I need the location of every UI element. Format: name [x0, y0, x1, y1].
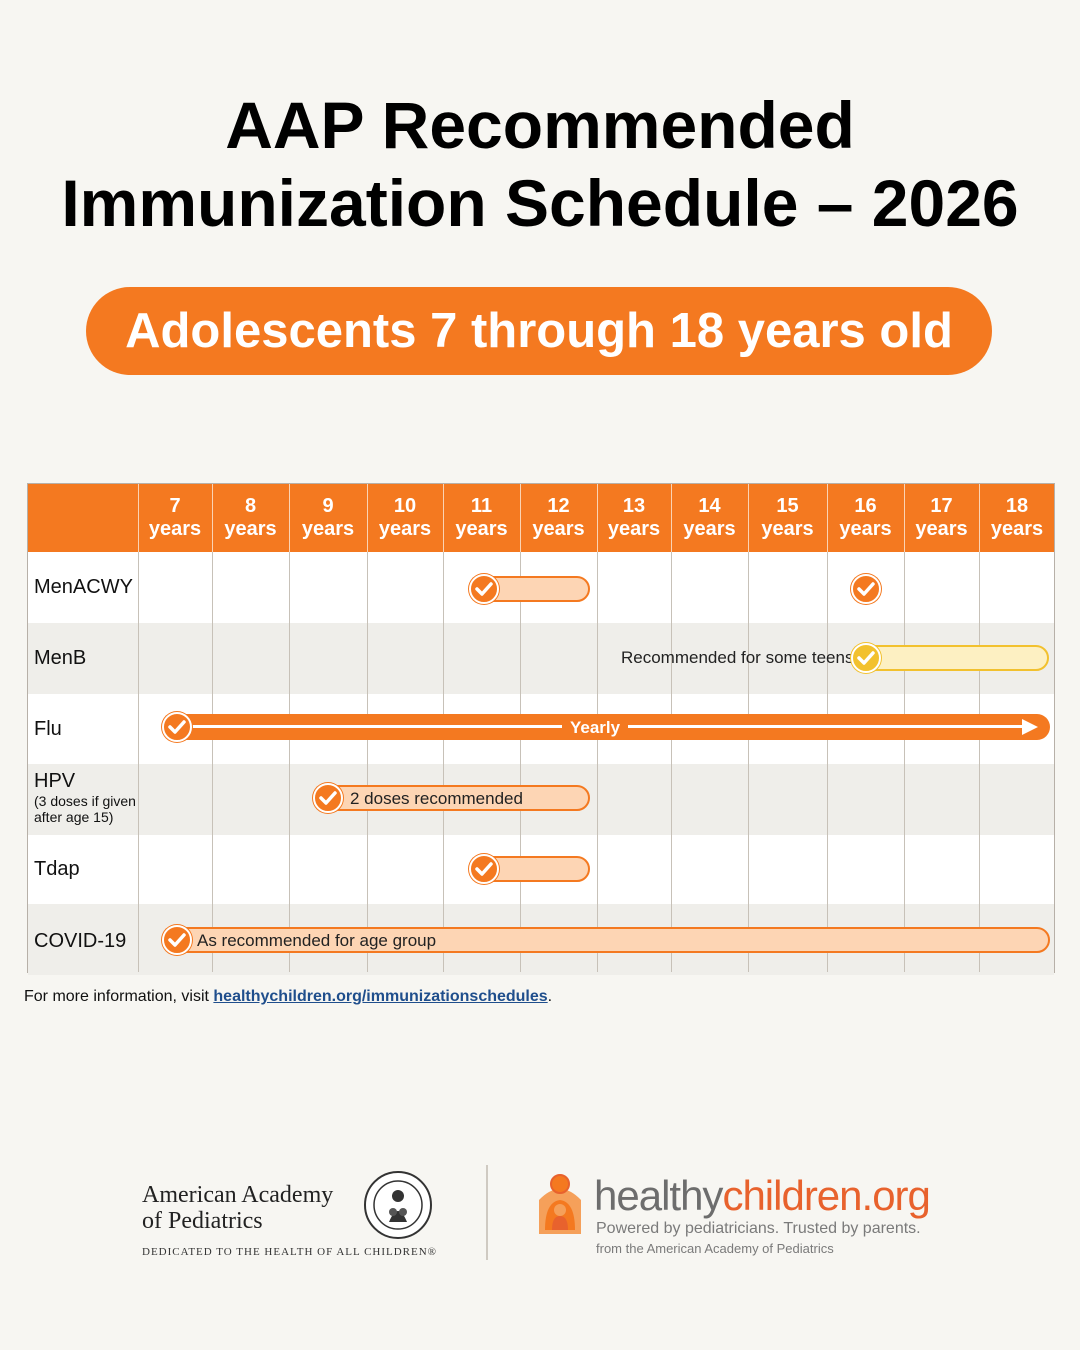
header-divider	[904, 484, 905, 552]
aap-name-line-1: American Academy	[142, 1182, 334, 1208]
healthychildren-family-icon	[539, 1174, 581, 1234]
check-icon	[313, 783, 343, 813]
age-unit: years	[915, 518, 968, 540]
title-line-2: Immunization Schedule – 2026	[61, 166, 1019, 240]
check-icon	[469, 574, 499, 604]
header-divider	[520, 484, 521, 552]
vaccine-label-flu: Flu	[34, 718, 62, 740]
vaccine-label-tdap: Tdap	[34, 858, 80, 880]
age-number: 10	[393, 495, 417, 517]
age-header-7: 7 years	[138, 484, 212, 552]
vaccine-label-hpv: HPV	[34, 770, 76, 792]
title-line-1: AAP Recommended	[225, 88, 855, 162]
header-divider	[367, 484, 368, 552]
header-divider	[597, 484, 598, 552]
info-prefix: For more information, visit	[24, 988, 214, 1005]
age-header-13: 13 years	[597, 484, 671, 552]
age-number: 15	[776, 495, 799, 517]
age-number: 8	[244, 495, 257, 517]
aap-tagline: DEDICATED TO THE HEALTH OF ALL CHILDREN®	[142, 1246, 438, 1258]
grid-line	[138, 484, 139, 972]
aap-name-line-2: of Pediatrics	[142, 1208, 263, 1234]
age-header: 7 years 8 years 9 years 10 years 11 years 12 y…	[28, 484, 1054, 552]
age-unit: years	[839, 518, 892, 540]
vaccine-label-menb: MenB	[34, 647, 87, 669]
page-title: AAP Recommended Immunization Schedule – …	[0, 86, 1080, 242]
age-number: 12	[547, 495, 570, 517]
age-number: 18	[1005, 495, 1029, 517]
schedule-table: 7 years 8 years 9 years 10 years 11 years 12 y…	[27, 483, 1055, 975]
age-unit: years	[148, 518, 202, 540]
logo-divider	[486, 1165, 488, 1260]
healthychildren-source: from the American Academy of Pediatrics	[596, 1241, 834, 1256]
age-group-banner: Adolescents 7 through 18 years old	[86, 287, 992, 375]
age-number: 13	[622, 495, 646, 517]
vaccine-label-menacwy: MenACWY	[34, 576, 133, 598]
age-header-16: 16 years	[827, 484, 904, 552]
logo-part-healthy: healthy	[594, 1172, 723, 1219]
healthychildren-tagline: Powered by pediatricians. Trusted by par…	[596, 1220, 921, 1237]
more-info-text: For more information, visit healthychild…	[24, 988, 552, 1006]
menb-range-bar	[852, 645, 1049, 671]
menb-note: Recommended for some teens	[621, 648, 854, 667]
age-number: 14	[698, 495, 721, 517]
age-header-15: 15 years	[748, 484, 827, 552]
age-header-18: 18 years	[979, 484, 1055, 552]
age-header-11: 11 years	[443, 484, 520, 552]
age-unit: years	[607, 518, 661, 540]
age-header-10: 10 years	[367, 484, 443, 552]
age-number: 16	[854, 495, 877, 517]
age-number: 17	[930, 495, 953, 517]
age-header-8: 8 years	[212, 484, 289, 552]
check-icon	[469, 854, 499, 884]
header-divider	[138, 484, 139, 552]
age-header-17: 17 years	[904, 484, 979, 552]
vaccine-label-covid: COVID-19	[34, 930, 127, 952]
check-icon	[162, 712, 192, 742]
age-unit: years	[224, 518, 277, 540]
header-divider	[979, 484, 980, 552]
header-divider	[443, 484, 444, 552]
age-number: 11	[470, 495, 493, 517]
age-unit: years	[683, 518, 736, 540]
age-header-14: 14 years	[671, 484, 748, 552]
age-unit: years	[990, 518, 1044, 540]
vaccine-note-hpv: (3 doses if given after age 15)	[34, 793, 136, 825]
check-icon	[162, 925, 192, 955]
header-divider	[289, 484, 290, 552]
age-number: 7	[169, 495, 181, 517]
healthychildren-logo: healthychildren.org	[594, 1172, 931, 1220]
age-number: 9	[322, 495, 334, 517]
aap-seal-icon	[364, 1171, 432, 1239]
age-unit: years	[532, 518, 585, 540]
hpv-note: 2 doses recommended	[350, 789, 523, 808]
check-icon	[851, 643, 881, 673]
arrow-right-icon	[1022, 719, 1038, 735]
logo-part-children: children.org	[722, 1172, 930, 1219]
age-unit: years	[378, 518, 432, 540]
info-suffix: .	[547, 988, 553, 1005]
header-divider	[671, 484, 672, 552]
check-icon	[851, 574, 881, 604]
aap-logo-text: American Academy of Pediatrics	[142, 1182, 333, 1234]
age-header-12: 12 years	[520, 484, 597, 552]
covid-range-bar	[163, 927, 1050, 953]
header-divider	[212, 484, 213, 552]
covid-note: As recommended for age group	[197, 931, 437, 950]
age-unit: years	[761, 518, 814, 540]
age-header-9: 9 years	[289, 484, 367, 552]
header-divider	[827, 484, 828, 552]
age-unit: years	[301, 518, 355, 540]
header-divider	[748, 484, 749, 552]
age-unit: years	[455, 518, 508, 540]
flu-frequency-label: Yearly	[562, 718, 629, 738]
schedules-link[interactable]: healthychildren.org/immunizationschedule…	[213, 988, 548, 1005]
